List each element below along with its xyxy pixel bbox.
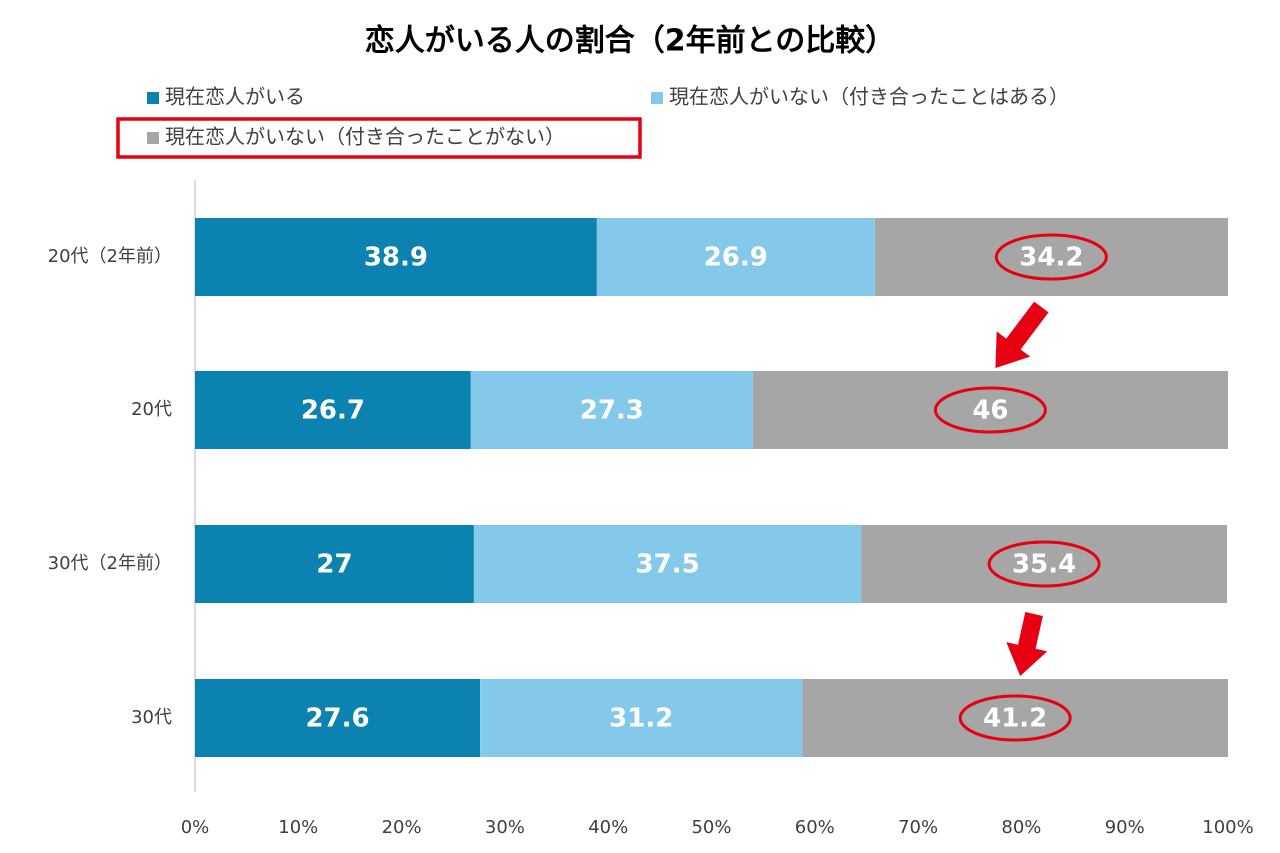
data-label: 27.6: [305, 704, 369, 734]
x-tick-label: 40%: [588, 817, 628, 838]
bar-segment: [195, 371, 471, 449]
data-label: 46: [972, 396, 1008, 426]
bar-segment: [480, 679, 803, 757]
x-tick-label: 70%: [898, 817, 938, 838]
bar-segment: [596, 218, 875, 296]
x-tick-label: 10%: [278, 817, 318, 838]
data-label: 26.9: [704, 243, 768, 273]
data-label: 27.3: [580, 396, 644, 426]
y-tick-label: 30代（2年前）: [48, 553, 172, 574]
x-tick-label: 20%: [382, 817, 422, 838]
y-tick-label: 20代（2年前）: [48, 246, 172, 267]
bar-segment: [473, 525, 862, 603]
x-tick-label: 90%: [1105, 817, 1145, 838]
x-tick-label: 100%: [1202, 817, 1253, 838]
bar-segment: [195, 218, 597, 296]
x-tick-label: 60%: [795, 817, 835, 838]
chart-title: 恋人がいる人の割合（2年前との比較）: [365, 24, 896, 59]
bar-segment: [470, 371, 753, 449]
annotation-ellipse: [994, 233, 1108, 281]
annotation-arrow: [1006, 612, 1048, 676]
x-tick-label: 50%: [691, 817, 731, 838]
data-label: 27: [316, 550, 352, 580]
legend-swatch: [651, 92, 663, 104]
annotation-ellipse: [987, 540, 1101, 588]
bar-segment: [802, 679, 1228, 757]
y-tick-label: 20代: [131, 399, 172, 420]
bar-segment: [195, 679, 481, 757]
y-tick-label: 30代: [131, 707, 172, 728]
legend-swatch: [147, 92, 159, 104]
bar-segment: [861, 525, 1227, 603]
data-label: 34.2: [1019, 243, 1083, 273]
x-tick-label: 80%: [1001, 817, 1041, 838]
annotation-arrow: [995, 301, 1049, 368]
legend-label: 現在恋人がいる: [165, 85, 305, 109]
annotation-ellipse: [958, 694, 1072, 742]
legend-highlight-box: [116, 117, 642, 159]
bar-segment: [874, 218, 1228, 296]
data-label: 26.7: [301, 396, 365, 426]
data-label: 38.9: [364, 243, 428, 273]
legend-swatch: [147, 132, 159, 144]
annotation-ellipse: [933, 386, 1047, 434]
bar-segment: [752, 371, 1228, 449]
data-label: 41.2: [983, 704, 1047, 734]
data-label: 35.4: [1012, 550, 1076, 580]
legend-label: 現在恋人がいない（付き合ったことがない）: [165, 125, 565, 149]
x-tick-label: 0%: [181, 817, 210, 838]
data-label: 37.5: [636, 550, 700, 580]
x-tick-label: 30%: [485, 817, 525, 838]
data-label: 31.2: [609, 704, 673, 734]
legend-label: 現在恋人がいない（付き合ったことはある）: [669, 85, 1069, 109]
bar-segment: [195, 525, 474, 603]
